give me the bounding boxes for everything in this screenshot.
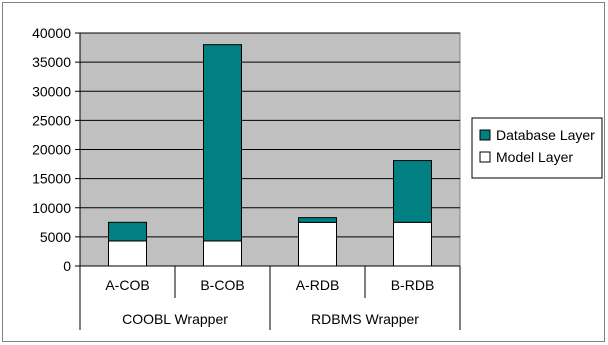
category-label: A-RDB — [296, 277, 340, 293]
category-label: B-COB — [200, 277, 244, 293]
y-tick-label: 15000 — [32, 171, 71, 187]
legend-swatch — [479, 129, 491, 141]
legend-swatch — [479, 151, 491, 163]
legend-label: Model Layer — [496, 149, 573, 165]
y-tick-label: 35000 — [32, 54, 71, 70]
bar-model-layer — [203, 240, 242, 267]
bar-database-layer — [108, 221, 147, 242]
y-tick-label: 10000 — [32, 200, 71, 216]
bar-database-layer — [298, 217, 337, 223]
group-label: RDBMS Wrapper — [311, 311, 419, 327]
y-tick-label: 30000 — [32, 83, 71, 99]
y-tick-label: 5000 — [40, 229, 71, 245]
legend-label: Database Layer — [496, 127, 595, 143]
y-tick-label: 25000 — [32, 112, 71, 128]
bar-model-layer — [108, 240, 147, 267]
y-tick-label: 40000 — [32, 25, 71, 41]
bar-model-layer — [298, 221, 337, 267]
group-label: COOBL Wrapper — [122, 311, 228, 327]
bar-database-layer — [393, 160, 432, 223]
category-label: B-RDB — [391, 277, 435, 293]
legend — [471, 117, 603, 179]
bar-database-layer — [203, 44, 242, 242]
bar-model-layer — [393, 221, 432, 267]
category-label: A-COB — [105, 277, 149, 293]
y-tick-label: 0 — [63, 258, 71, 274]
y-tick-label: 20000 — [32, 142, 71, 158]
